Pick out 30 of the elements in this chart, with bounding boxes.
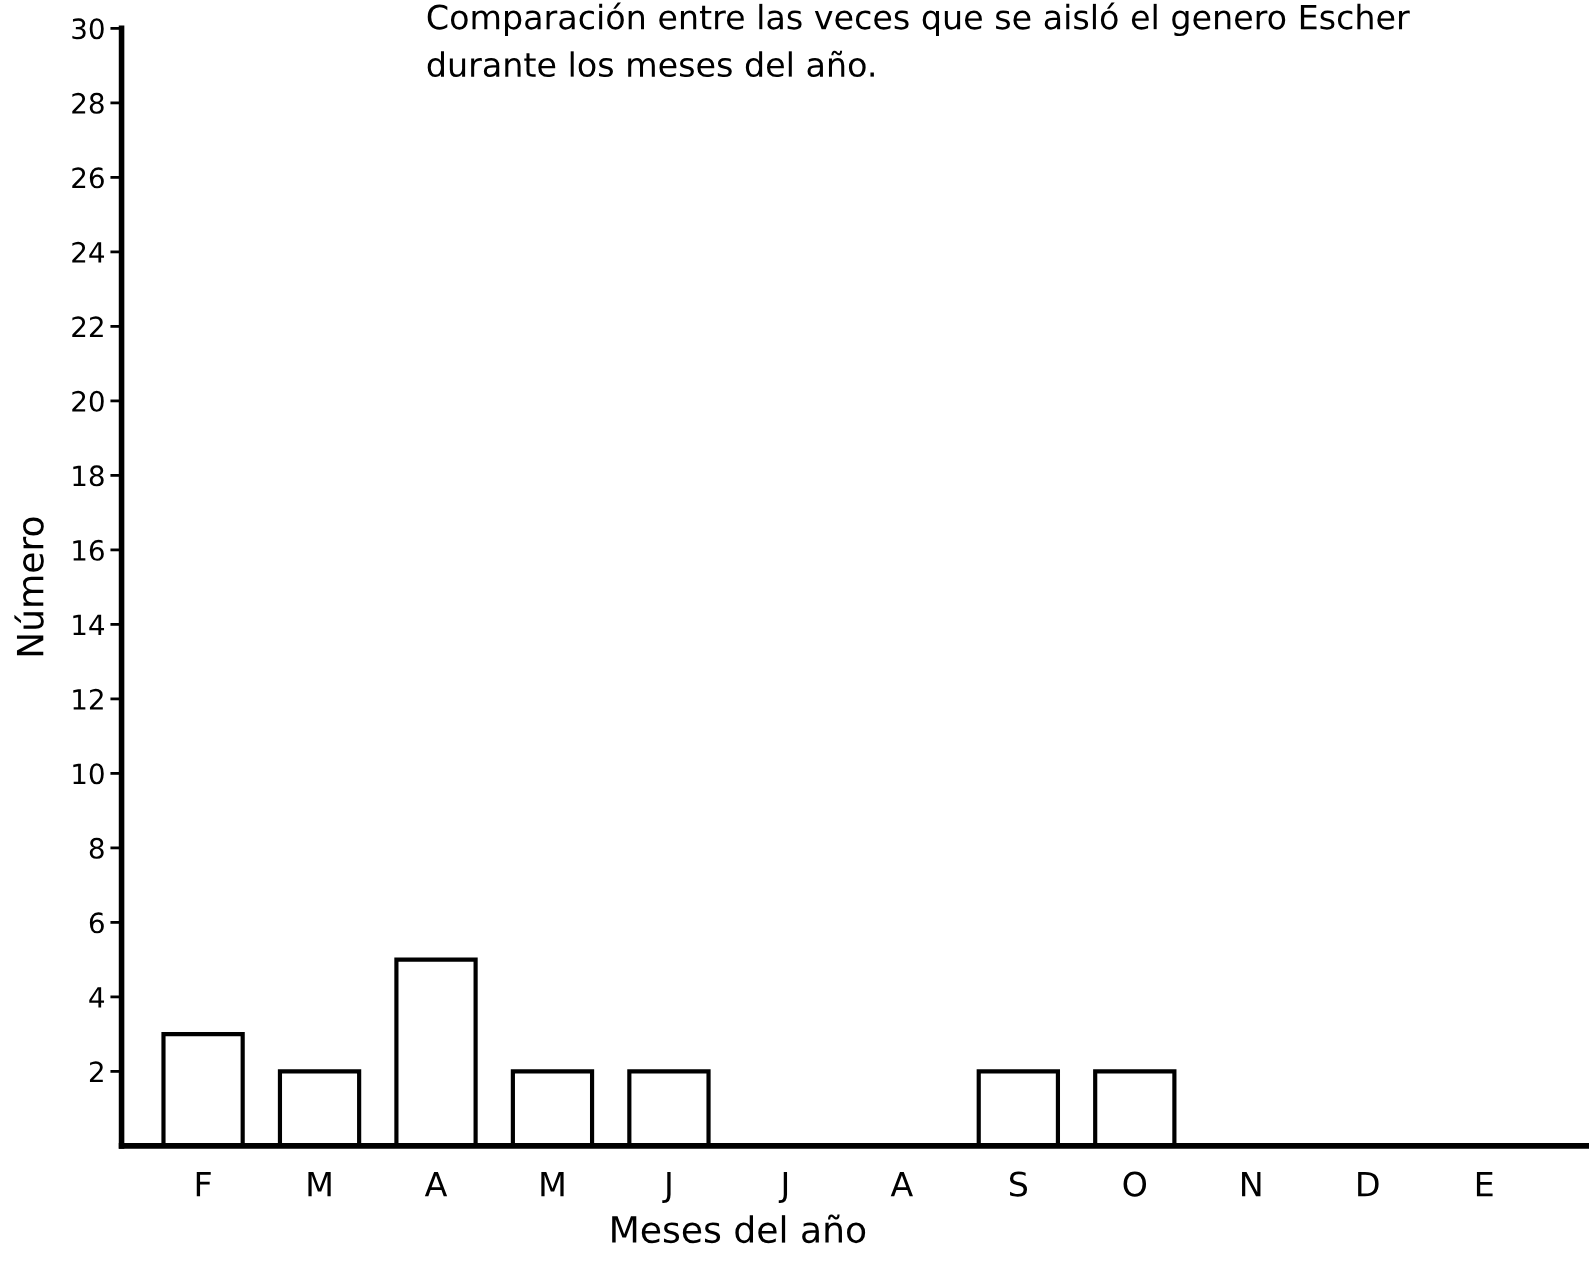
y-tick-label: 6: [89, 912, 104, 934]
y-tick-label: 16: [73, 539, 104, 561]
y-tick-label: 22: [72, 316, 103, 337]
chart-title: Comparación entre las veces que se aisló el genero Escher durante los meses del año.: [427, 2, 1410, 78]
x-tick-label: A: [424, 1171, 448, 1197]
x-tick-label: E: [1476, 1171, 1493, 1197]
y-tick-label: 28: [72, 92, 104, 114]
y-tick-label: 4: [89, 987, 105, 1008]
y-tick-label: 14: [73, 614, 105, 635]
x-tick-label: O: [1123, 1171, 1147, 1197]
x-tick-label: F: [196, 1171, 211, 1197]
x-axis-title: Meses del año: [612, 1214, 866, 1244]
y-tick-label: 2: [89, 1061, 103, 1082]
y-tick-label: 26: [72, 167, 104, 189]
y-tick-label: 8: [89, 837, 104, 859]
y-tick-label: 24: [72, 241, 105, 263]
y-axis-title: Número: [14, 517, 44, 656]
y-tick-label: 30: [72, 18, 104, 40]
x-tick-label: S: [1009, 1171, 1028, 1197]
y-tick-label: 12: [73, 688, 103, 710]
x-tick-label: N: [1242, 1171, 1261, 1197]
y-tick-label: 10: [73, 763, 104, 785]
x-tick-label: D: [1358, 1171, 1379, 1197]
x-tick-label: J: [778, 1171, 788, 1203]
y-tick-label: 18: [73, 465, 104, 487]
x-tick-label: A: [890, 1171, 913, 1197]
x-tick-label: M: [541, 1171, 564, 1197]
y-tick-label: 20: [72, 390, 104, 412]
x-tick-label: J: [662, 1171, 671, 1203]
x-tick-label: M: [308, 1171, 331, 1197]
